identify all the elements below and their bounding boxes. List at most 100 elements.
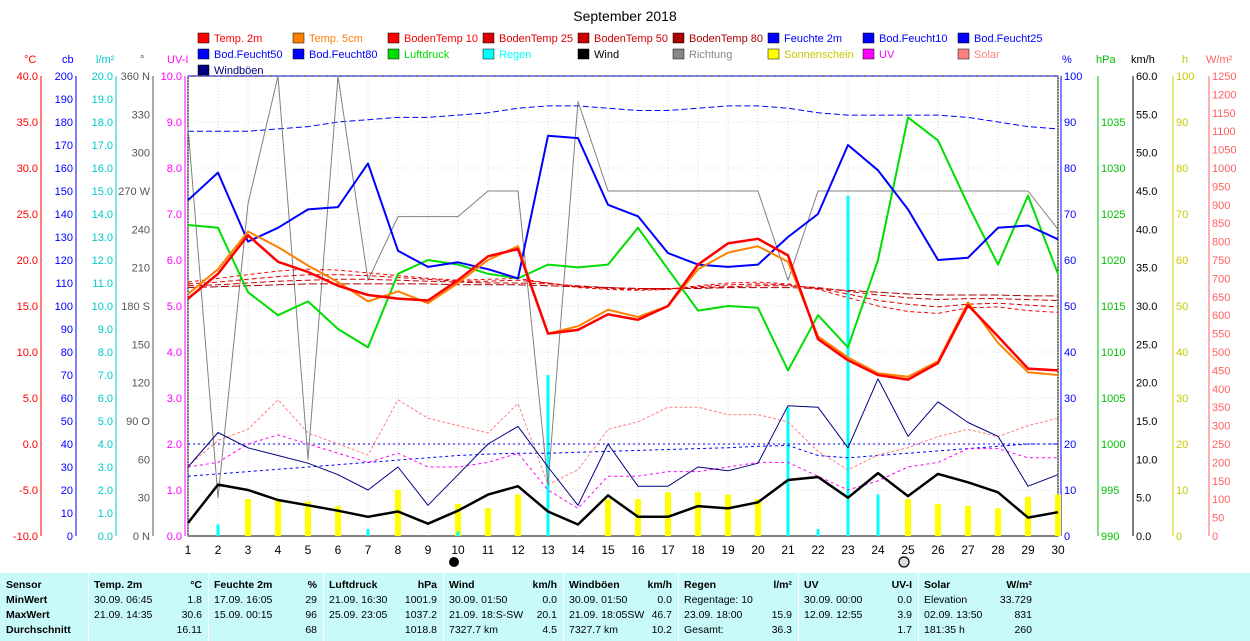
stats-cell-value: 831 [1014, 609, 1032, 621]
stats-column-unit: °C [190, 579, 202, 591]
stats-column-title: Solar [924, 579, 951, 591]
axis-tick-label-uv: 5.0 [167, 301, 182, 313]
axis-tick-label-press: 1010 [1101, 347, 1125, 359]
legend-label: Temp. 2m [214, 33, 262, 45]
series-bodentemp-25 [187, 274, 1059, 308]
stats-cell-time: 17.09. 16:05 [214, 594, 273, 606]
stats-cell-time: 12.09. 12:55 [804, 609, 863, 621]
stats-cell-value: 96 [305, 609, 317, 621]
legend-swatch [387, 32, 400, 44]
stats-column-title: Feuchte 2m [214, 579, 273, 591]
axis-tick-label-rain: 11.0 [92, 278, 113, 290]
axis-tick-label-uv: 0.0 [167, 531, 182, 543]
stats-separator [443, 573, 444, 641]
bar-sonnenschein [1055, 494, 1061, 536]
stats-column: Luftdruck hPa 21.09. 16:30 1001.9 25.09. 23:… [323, 573, 443, 641]
stats-column-title: Regen [684, 579, 717, 591]
stats-cell-time: 7327.7 km [449, 624, 499, 636]
axis-unit-cb: cb [62, 54, 74, 66]
axis-unit-solar: W/m² [1206, 54, 1233, 66]
stats-cell-value: 4.5 [542, 624, 557, 636]
new-moon-icon [449, 557, 459, 567]
axis-tick-label-wind: 0.0 [1136, 531, 1151, 543]
stats-separator [678, 573, 679, 641]
axis-tick-label-sun: 90 [1176, 117, 1188, 129]
weather-chart: September 2018 Temp. 2m Temp. 5cm BodenTem… [12, 8, 1237, 568]
axis-tick-label-sun: 60 [1176, 255, 1188, 267]
axis-tick-label-solar: 350 [1212, 402, 1230, 414]
stats-separator [798, 573, 799, 641]
axis-tick-label-dir: 120 [132, 378, 150, 390]
axis-tick-label-solar: 1150 [1212, 108, 1236, 120]
x-tick-label: 24 [871, 543, 885, 557]
stats-separator [323, 573, 324, 641]
axis-unit-rain: l/m² [96, 54, 115, 66]
axis-tick-label-hum: 100 [1064, 71, 1082, 83]
axis-tick-label-wind: 35.0 [1136, 263, 1157, 275]
bar-regen [546, 375, 550, 536]
axis-tick-label-rain: 7.0 [98, 370, 113, 382]
stats-column-unit: W/m² [1006, 579, 1032, 591]
axis-tick-label-solar: 1000 [1212, 163, 1236, 175]
axis-unit-wind: km/h [1131, 54, 1155, 66]
legend-swatch [292, 32, 305, 44]
axis-tick-label-solar: 650 [1212, 292, 1230, 304]
series-solar [187, 399, 1059, 485]
stats-cell-value: 68 [305, 624, 317, 636]
stats-cell-time: 25.09. 23:05 [329, 609, 388, 621]
stats-cell-time: 30.09. 01:50 [569, 594, 628, 606]
bar-sonnenschein [485, 508, 491, 536]
stats-row-label: MinWert [6, 594, 48, 606]
axis-tick-label-cb: 20 [61, 485, 73, 497]
axis-tick-label-rain: 9.0 [98, 324, 113, 336]
bar-sonnenschein [665, 492, 671, 536]
series-lines [187, 75, 1059, 526]
legend-swatch [767, 32, 780, 44]
bar-sonnenschein [275, 499, 281, 536]
x-tick-label: 8 [395, 543, 402, 557]
axis-tick-label-uv: 3.0 [167, 393, 182, 405]
stats-cell-value: 1.8 [187, 594, 202, 606]
axis-tick-label-hum: 70 [1064, 209, 1076, 221]
stats-cell-time: 21.09. 18:05SW [569, 609, 645, 621]
axis-tick-label-solar: 1200 [1212, 89, 1236, 101]
axis-tick-label-dir: 60 [138, 454, 150, 466]
stats-column: Wind km/h 30.09. 01:50 0.0 21.09. 18:S-SW 20.… [443, 573, 563, 641]
legend-label: Windböen [214, 65, 264, 77]
axis-tick-label-rain: 10.0 [92, 301, 113, 313]
legend-label: UV [879, 49, 895, 61]
series-temp-2m [187, 233, 1059, 381]
legend: Temp. 2m Temp. 5cm BodenTemp 10 BodenTemp 2… [197, 32, 1043, 77]
axis-tick-label-press: 1020 [1101, 255, 1125, 267]
stats-column-unit: hPa [417, 579, 437, 591]
axis-tick-label-cb: 150 [55, 186, 73, 198]
stats-cell-value: 16.11 [176, 624, 203, 636]
axis-tick-label-wind: 25.0 [1136, 339, 1157, 351]
axis-tick-label-solar: 750 [1212, 255, 1230, 267]
x-tick-label: 18 [691, 543, 705, 557]
axis-tick-label-hum: 10 [1064, 485, 1076, 497]
axis-tick-label-sun: 40 [1176, 347, 1188, 359]
x-tick-label: 16 [631, 543, 645, 557]
stats-separator [88, 573, 89, 641]
chart-title: September 2018 [573, 8, 677, 24]
axis-unit-hum: % [1062, 54, 1072, 66]
bar-sonnenschein [905, 499, 911, 536]
axis-tick-label-wind: 30.0 [1136, 301, 1157, 313]
legend-swatch [197, 64, 210, 76]
axis-tick-label-uv: 7.0 [167, 209, 182, 221]
axis-tick-label-dir: 150 [132, 339, 150, 351]
stats-column: Regen l/m² Regentage: 10 23.09. 18:00 15.9 Ge… [678, 573, 798, 641]
axis-tick-label-cb: 200 [55, 71, 73, 83]
axis-tick-label-rain: 6.0 [98, 393, 113, 405]
legend-swatch [672, 48, 685, 60]
axis-tick-label-wind: 15.0 [1136, 416, 1157, 428]
axis-tick-label-wind: 45.0 [1136, 186, 1157, 198]
axis-tick-label-press: 1025 [1101, 209, 1125, 221]
axis-tick-label-dir: 300 [132, 148, 150, 160]
axis-tick-label-temp: -10.0 [13, 531, 38, 543]
stats-column-unit: l/m² [773, 579, 792, 591]
bar-sonnenschein [515, 494, 521, 536]
axis-tick-label-rain: 1.0 [98, 508, 113, 520]
bar-regen [816, 529, 820, 536]
